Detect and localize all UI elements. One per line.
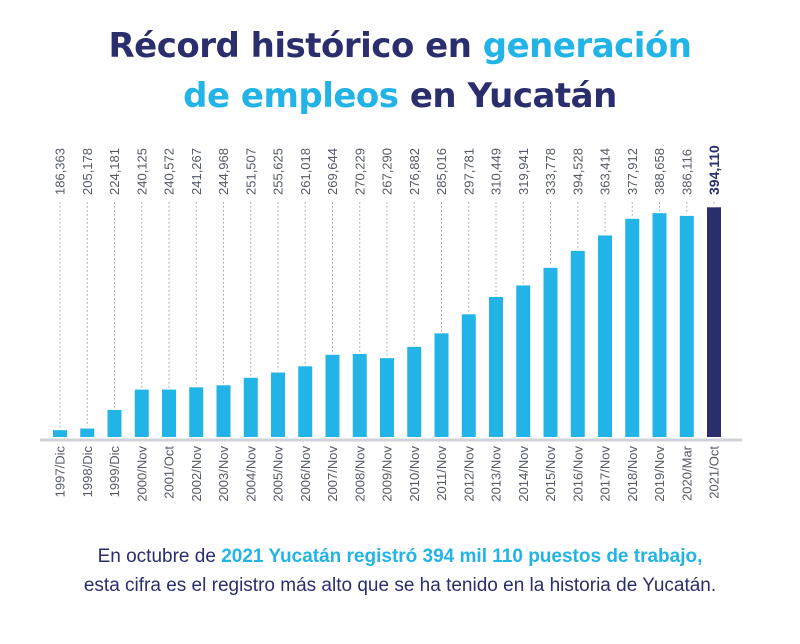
value-label: 285,016 xyxy=(434,148,449,195)
value-label: 333,778 xyxy=(543,148,558,195)
bar xyxy=(298,366,313,437)
bar xyxy=(570,250,585,437)
category-label: 2020/Mar xyxy=(679,445,694,501)
bar xyxy=(598,235,612,437)
category-label: 2016/Nov xyxy=(570,446,585,502)
category-label: 2002/Nov xyxy=(189,446,204,502)
value-label: 224,181 xyxy=(107,148,122,195)
category-label: 2014/Nov xyxy=(516,446,531,502)
bar xyxy=(189,387,204,437)
bar xyxy=(271,372,285,437)
category-label: 1997/Dic xyxy=(53,446,68,498)
bar xyxy=(80,428,95,437)
bar xyxy=(53,430,67,437)
category-label: 2018/Nov xyxy=(625,446,640,502)
value-label: 276,882 xyxy=(407,148,422,195)
category-label: 1998/Dic xyxy=(80,446,95,498)
highlight-bar xyxy=(707,207,721,437)
bar xyxy=(325,354,340,437)
value-label: 244,968 xyxy=(216,148,231,195)
category-label: 2019/Nov xyxy=(652,446,667,502)
bar xyxy=(434,333,449,437)
category-label: 2001/Oct xyxy=(162,446,177,499)
category-label: 2011/Nov xyxy=(434,446,449,501)
value-label: 205,178 xyxy=(80,148,95,195)
value-label: 270,229 xyxy=(352,148,367,195)
category-label: 2012/Nov xyxy=(461,446,476,502)
value-label: 261,018 xyxy=(298,148,313,195)
category-label: 2021/Oct xyxy=(707,446,722,499)
category-label: 2009/Nov xyxy=(380,446,395,502)
category-label: 2013/Nov xyxy=(489,446,504,502)
bar xyxy=(679,215,694,437)
value-label: 363,414 xyxy=(598,148,613,195)
bar xyxy=(162,389,176,437)
footer-line-1: En octubre de 2021 Yucatán registró 394 … xyxy=(0,546,800,568)
value-label: 240,572 xyxy=(162,148,177,195)
value-label: 319,941 xyxy=(516,148,531,195)
bar xyxy=(461,314,476,437)
bar xyxy=(489,297,503,437)
bar xyxy=(407,346,422,437)
bar-chart: 186,363 1997/Dic 205,178 1998/Dic 224,181 199… xyxy=(40,145,742,502)
value-label: 241,267 xyxy=(189,148,204,195)
category-label: 2006/Nov xyxy=(298,446,313,502)
category-label: 2004/Nov xyxy=(243,446,258,502)
value-label: 394,110 xyxy=(706,145,722,195)
value-label: 269,644 xyxy=(325,148,340,195)
bar xyxy=(380,358,394,437)
value-label: 297,781 xyxy=(461,148,476,195)
category-label: 2008/Nov xyxy=(352,446,367,502)
value-label: 310,449 xyxy=(489,148,504,195)
title-light-part-1: generación xyxy=(482,26,692,66)
bar xyxy=(625,218,640,437)
value-label: 377,912 xyxy=(625,148,640,195)
value-label: 394,528 xyxy=(570,148,585,195)
footer-prefix: En octubre de xyxy=(97,546,216,567)
value-label: 255,625 xyxy=(271,148,286,195)
category-label: 2015/Nov xyxy=(543,446,558,502)
footer-highlight: 2021 Yucatán registró 394 mil 110 puesto… xyxy=(221,546,703,567)
chart-title-line-1: Récord histórico en generación xyxy=(0,26,800,66)
value-label: 240,125 xyxy=(134,148,149,195)
footer-line-2: esta cifra es el registro más alto que s… xyxy=(83,575,717,596)
bar xyxy=(652,213,667,437)
category-label: 2007/Nov xyxy=(325,446,340,502)
value-label: 386,116 xyxy=(679,149,694,195)
bar xyxy=(352,353,367,437)
value-label: 388,658 xyxy=(652,148,667,195)
title-light-part-2: de empleos xyxy=(183,76,399,116)
bar xyxy=(134,389,149,437)
value-label: 186,363 xyxy=(53,148,68,195)
category-label: 2010/Nov xyxy=(407,446,422,502)
bar xyxy=(107,409,122,437)
chart-title-line-2: de empleos en Yucatán xyxy=(0,76,800,116)
bar xyxy=(216,385,231,437)
category-label: 2000/Nov xyxy=(134,446,149,502)
bar xyxy=(243,377,258,437)
category-label: 1999/Dic xyxy=(107,446,122,498)
value-label: 267,290 xyxy=(380,148,395,195)
bar xyxy=(543,267,558,437)
category-label: 2005/Nov xyxy=(271,446,286,502)
category-label: 2017/Nov xyxy=(598,446,613,502)
value-label: 251,507 xyxy=(243,148,258,195)
title-dark-part-1: Récord histórico en xyxy=(108,26,472,66)
category-label: 2003/Nov xyxy=(216,446,231,502)
bar xyxy=(516,285,531,437)
title-dark-part-2: en Yucatán xyxy=(409,76,617,116)
